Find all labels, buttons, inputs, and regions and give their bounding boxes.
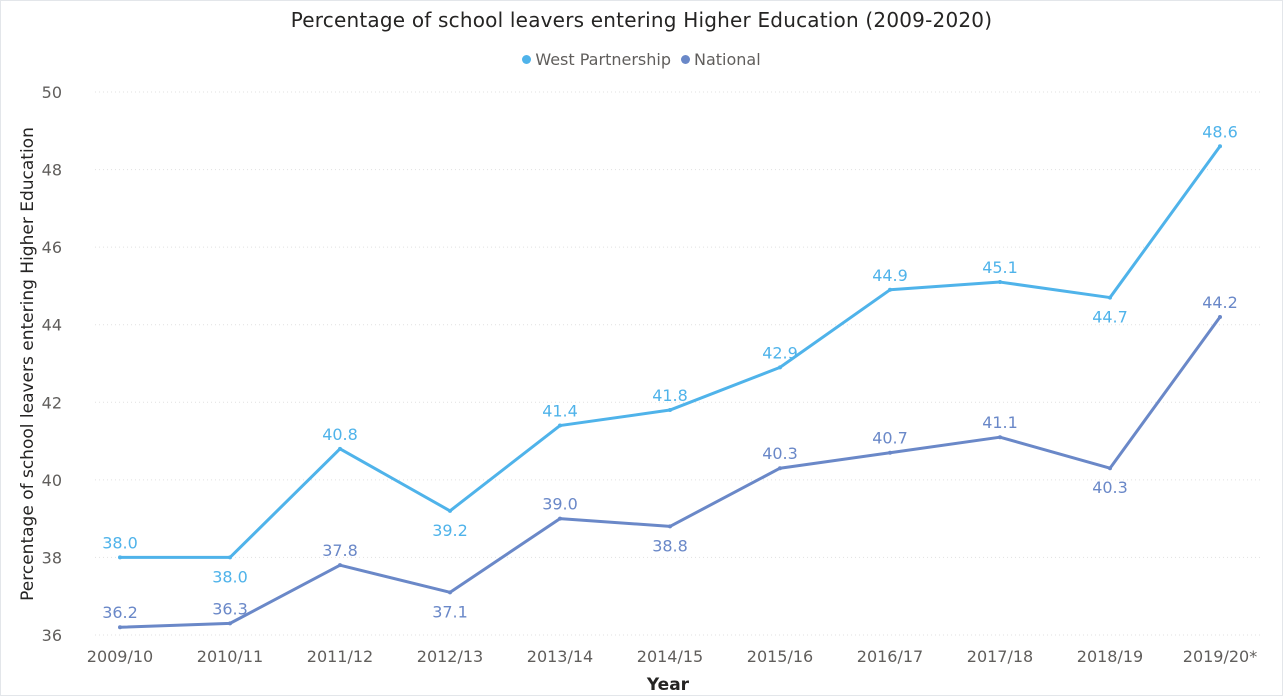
y-axis-ticks: 36 38 40 42 44 46 48 50	[42, 83, 62, 645]
data-label-west-partnership: 38.0	[212, 567, 248, 586]
data-point-national[interactable]	[1108, 466, 1112, 471]
y-tick-label: 44	[42, 316, 62, 335]
series-line-west-partnership[interactable]	[118, 144, 1222, 559]
series-line-national[interactable]	[118, 315, 1222, 629]
data-point-national[interactable]	[558, 516, 562, 521]
y-axis-title: Percentage of school leavers entering Hi…	[18, 127, 38, 601]
y-tick-label: 48	[42, 161, 62, 180]
data-point-national[interactable]	[668, 524, 672, 529]
gridlines	[95, 91, 1262, 636]
data-point-west-partnership[interactable]	[338, 446, 342, 451]
chart-title: Percentage of school leavers entering Hi…	[290, 8, 993, 32]
legend-marker-west-partnership-icon	[522, 55, 532, 64]
data-point-national[interactable]	[228, 621, 232, 626]
data-label-national: 37.1	[432, 602, 468, 621]
data-label-national: 40.3	[1092, 478, 1128, 497]
data-point-national[interactable]	[338, 563, 342, 568]
data-point-national[interactable]	[1218, 314, 1222, 319]
x-tick-label: 2014/15	[637, 647, 703, 666]
data-label-national: 41.1	[982, 413, 1018, 432]
y-tick-label: 36	[42, 626, 62, 645]
data-label-west-partnership: 44.9	[872, 266, 908, 285]
data-point-west-partnership[interactable]	[1108, 295, 1112, 300]
data-point-west-partnership[interactable]	[998, 280, 1002, 285]
data-point-national[interactable]	[118, 625, 122, 630]
data-label-national: 36.2	[102, 603, 138, 622]
data-point-west-partnership[interactable]	[118, 555, 122, 560]
legend-item-national[interactable]: National	[680, 50, 761, 69]
x-tick-label: 2009/10	[87, 647, 153, 666]
data-label-west-partnership: 45.1	[982, 258, 1018, 277]
data-point-west-partnership[interactable]	[1218, 144, 1222, 149]
data-label-west-partnership: 39.2	[432, 521, 468, 540]
data-label-national: 44.2	[1202, 293, 1238, 312]
legend-label-national: National	[693, 50, 761, 69]
data-label-national: 37.8	[322, 541, 358, 560]
series-lines	[118, 144, 1222, 630]
data-label-west-partnership: 48.6	[1202, 122, 1238, 141]
y-tick-label: 38	[42, 548, 62, 567]
data-label-west-partnership: 41.8	[652, 386, 688, 405]
data-point-national[interactable]	[998, 435, 1002, 440]
data-label-west-partnership: 38.0	[102, 533, 138, 552]
data-label-national: 38.8	[652, 536, 688, 555]
x-tick-label: 2019/20*	[1183, 647, 1257, 666]
x-tick-label: 2013/14	[527, 647, 593, 666]
data-point-west-partnership[interactable]	[228, 555, 232, 560]
legend-marker-national-icon	[680, 55, 690, 64]
x-tick-label: 2015/16	[747, 647, 813, 666]
y-tick-label: 46	[42, 238, 62, 257]
legend-item-west-partnership[interactable]: West Partnership	[522, 50, 671, 69]
legend-label-west-partnership: West Partnership	[535, 50, 671, 69]
x-tick-label: 2016/17	[857, 647, 923, 666]
data-label-national: 36.3	[212, 599, 248, 618]
data-point-west-partnership[interactable]	[778, 365, 782, 370]
y-tick-label: 40	[42, 471, 62, 490]
data-label-national: 40.7	[872, 429, 908, 448]
data-label-west-partnership: 44.7	[1092, 308, 1128, 327]
chart-legend: West Partnership National	[0, 50, 1283, 69]
y-tick-label: 42	[42, 393, 62, 412]
data-point-national[interactable]	[778, 466, 782, 471]
data-point-west-partnership[interactable]	[558, 423, 562, 428]
data-label-national: 40.3	[762, 444, 798, 463]
x-tick-label: 2018/19	[1077, 647, 1143, 666]
data-labels: 38.0 38.0 40.8 39.2 41.4 41.8 42.9 44.9 45.1 44.7…	[102, 122, 1238, 622]
x-axis-ticks: 2009/10 2010/11 2011/12 2012/13 2013/14 2014/…	[87, 647, 1257, 666]
data-label-west-partnership: 42.9	[762, 343, 798, 362]
data-label-west-partnership: 40.8	[322, 425, 358, 444]
data-point-national[interactable]	[448, 590, 452, 595]
x-tick-label: 2017/18	[967, 647, 1033, 666]
data-point-west-partnership[interactable]	[448, 508, 452, 513]
data-point-west-partnership[interactable]	[888, 287, 892, 292]
data-point-west-partnership[interactable]	[668, 408, 672, 413]
x-tick-label: 2010/11	[197, 647, 263, 666]
data-label-national: 39.0	[542, 495, 578, 514]
data-point-national[interactable]	[888, 450, 892, 455]
x-axis-title: Year	[646, 675, 690, 695]
x-tick-label: 2011/12	[307, 647, 373, 666]
x-tick-label: 2012/13	[417, 647, 483, 666]
y-tick-label: 50	[42, 83, 62, 102]
data-label-west-partnership: 41.4	[542, 402, 578, 421]
